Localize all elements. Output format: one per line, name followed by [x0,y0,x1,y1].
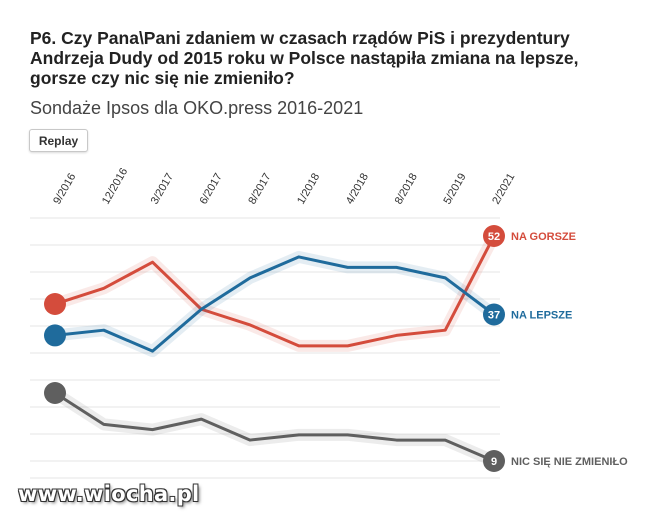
x-tick-label: 12/2016 [100,166,130,206]
x-tick-label: 4/2018 [344,171,371,206]
x-tick-label: 2/2021 [490,171,517,206]
end-value-label: 9 [491,456,497,468]
x-axis-ticks: 9/2016 12/2016 3/2017 6/2017 8/2017 1/2018 4/2… [51,166,517,206]
series-start-marker [44,293,66,316]
x-tick-label: 6/2017 [198,171,225,206]
x-tick-label: 8/2017 [246,171,273,206]
x-tick-label: 8/2018 [393,171,420,206]
x-tick-label: 3/2017 [149,171,176,206]
end-label-nic: NIC SIĘ NIE ZMIENIŁO [511,456,628,468]
series-line [53,391,496,463]
x-tick-label: 1/2018 [295,171,322,206]
end-label-na-lepsze: NA LEPSZE [511,309,572,321]
series-start-marker [44,324,66,347]
series-end-marker [483,303,505,326]
series-markers: 52 NA GORSZE 37 NA LEPSZE 9 NIC SIĘ NIE ZMIEN… [44,225,628,472]
replay-button[interactable]: Replay [29,129,88,152]
series-lines [49,230,500,467]
series-halo [49,230,500,352]
series-line [53,234,496,348]
end-label-na-gorsze: NA GORSZE [511,231,576,243]
chart-subtitle: Sondaże Ipsos dla OKO.press 2016-2021 [30,98,364,118]
series-end-marker [483,450,505,472]
end-value-label: 52 [488,231,500,243]
end-value-label: 37 [488,309,500,321]
watermark: www.wiocha.pl [18,482,200,506]
series-line [53,255,496,353]
x-tick-label: 9/2016 [51,171,78,206]
series-end-marker [483,225,505,247]
series-start-marker [44,381,66,404]
chart-title: P6. Czy Pana\Pani zdaniem w czasach rząd… [30,28,579,88]
x-tick-label: 5/2019 [441,171,468,206]
